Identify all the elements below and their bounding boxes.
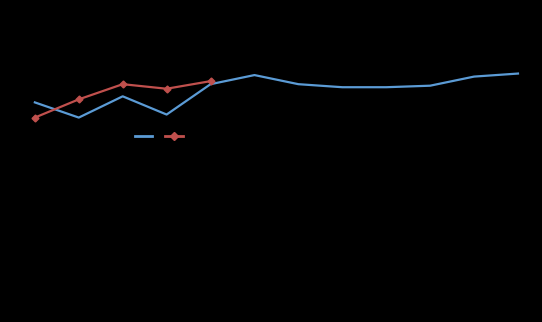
Legend: , : , bbox=[131, 128, 188, 145]
